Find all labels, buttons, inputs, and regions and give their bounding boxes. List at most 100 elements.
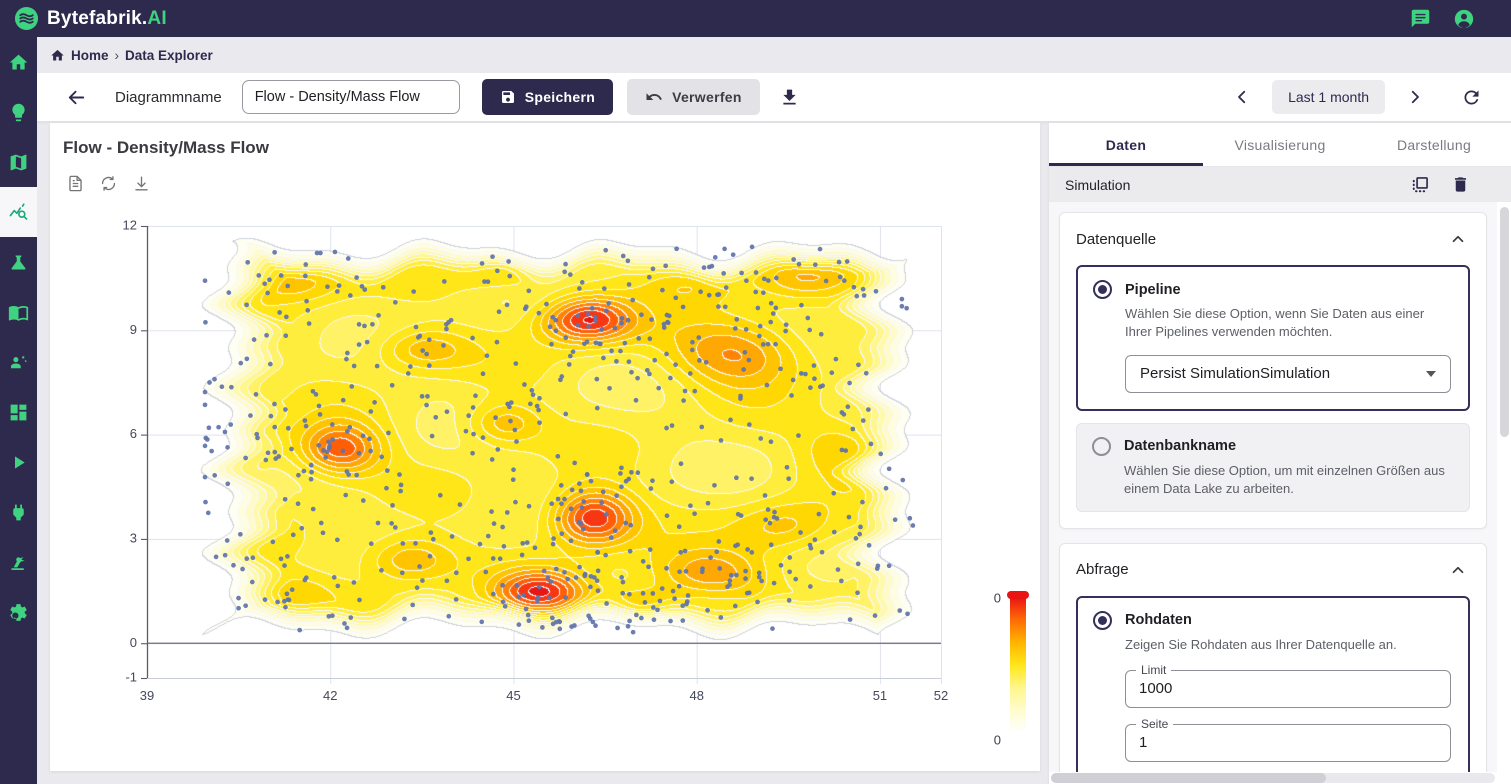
seite-field[interactable]: Seite 1 <box>1125 716 1451 762</box>
time-range-button[interactable]: Last 1 month <box>1272 80 1385 114</box>
sidebar-item-engineering[interactable] <box>0 337 37 387</box>
tab-darstellung[interactable]: Darstellung <box>1396 136 1472 153</box>
chart-title: Flow - Density/Mass Flow <box>63 138 269 157</box>
sidebar-item-lab[interactable] <box>0 237 37 287</box>
simulation-title: Simulation <box>1065 176 1131 193</box>
sidebar-item-home[interactable] <box>0 37 37 87</box>
download-button[interactable] <box>774 81 806 113</box>
brand-logo[interactable]: Bytefabrik.AI <box>14 6 167 31</box>
rohdaten-radio[interactable] <box>1093 610 1112 630</box>
trash-icon <box>1451 175 1470 194</box>
save-button-label: Speichern <box>524 89 596 105</box>
breadcrumb-data-explorer[interactable]: Data Explorer <box>125 47 213 63</box>
option-rohdaten-head[interactable]: Rohdaten <box>1093 610 1453 630</box>
flask-icon <box>8 252 29 273</box>
diagram-name-label: Diagrammname <box>115 88 222 106</box>
home-icon <box>50 48 65 63</box>
discard-button[interactable]: Verwerfen <box>627 79 760 115</box>
abfrage-collapse-button[interactable] <box>1446 558 1470 582</box>
chevron-right-icon <box>1406 88 1424 106</box>
breadcrumb-home[interactable]: Home <box>71 47 109 63</box>
account-icon[interactable] <box>1453 8 1475 30</box>
chart-card: Flow - Density/Mass Flow <box>50 123 1040 771</box>
power-plug-icon <box>8 502 29 523</box>
datenquelle-collapse-button[interactable] <box>1446 227 1470 251</box>
breadcrumb-separator: › <box>114 47 120 63</box>
delete-button[interactable] <box>1449 174 1471 196</box>
main-area: Home › Data Explorer Diagrammname Speich… <box>37 37 1511 784</box>
lightbulb-icon <box>8 102 29 123</box>
duplicate-button[interactable] <box>1409 174 1431 196</box>
dashboard-icon <box>8 402 29 423</box>
chart-download-button[interactable] <box>129 171 153 195</box>
range-next-button[interactable] <box>1399 81 1431 113</box>
rohdaten-description: Zeigen Sie Rohdaten aus Ihrer Datenquell… <box>1125 636 1397 652</box>
option-pipeline: Pipeline Wählen Sie diese Option, wenn S… <box>1076 265 1470 411</box>
tab-visualisierung[interactable]: Visualisierung <box>1234 136 1326 153</box>
diagram-name-input[interactable] <box>241 80 460 114</box>
pipeline-description: Wählen Sie diese Option, wenn Sie Daten … <box>1125 306 1425 339</box>
abfrage-title: Abfrage <box>1076 561 1129 579</box>
chat-icon[interactable] <box>1409 8 1431 30</box>
settings-panel: Daten Visualisierung Darstellung Simulat… <box>1049 123 1511 784</box>
back-button[interactable] <box>61 82 91 112</box>
refresh-button[interactable] <box>1455 81 1487 113</box>
datenbankname-description: Wählen Sie diese Option, um mit einzelne… <box>1124 462 1445 496</box>
save-button[interactable]: Speichern <box>481 79 614 115</box>
undo-icon <box>645 88 663 106</box>
option-rohdaten: Rohdaten Zeigen Sie Rohdaten aus Ihrer D… <box>1076 595 1470 772</box>
chevron-down-icon <box>1426 370 1436 377</box>
option-pipeline-head[interactable]: Pipeline <box>1093 280 1453 299</box>
limit-field[interactable]: Limit 1000 <box>1125 662 1451 708</box>
map-icon <box>8 152 29 173</box>
sidebar-item-connections[interactable] <box>0 487 37 537</box>
datenbankname-radio[interactable] <box>1092 436 1111 456</box>
home-icon <box>8 52 29 73</box>
robot-arm-icon <box>8 552 29 573</box>
duplicate-icon <box>1410 175 1430 195</box>
sidebar-item-map[interactable] <box>0 137 37 187</box>
book-icon <box>8 302 29 323</box>
sidebar <box>0 37 37 784</box>
breadcrumb: Home › Data Explorer <box>37 37 1511 73</box>
sidebar-item-machines[interactable] <box>0 537 37 587</box>
limit-field-value: 1000 <box>1139 680 1173 698</box>
floppy-icon <box>500 89 516 105</box>
chart-sync-button[interactable] <box>96 171 120 195</box>
top-navbar: Bytefabrik.AI <box>0 0 1511 37</box>
download-icon <box>132 174 151 193</box>
option-datenbankname-head[interactable]: Datenbankname <box>1092 436 1454 456</box>
sidebar-item-dashboards[interactable] <box>0 387 37 437</box>
sidebar-item-data-explorer[interactable] <box>0 187 37 237</box>
tab-daten[interactable]: Daten <box>1049 123 1203 166</box>
pipeline-select[interactable]: Persist SimulationSimulation <box>1125 354 1451 393</box>
chevron-left-icon <box>1233 88 1251 106</box>
density-plot-canvas[interactable] <box>50 211 1040 771</box>
panel-vertical-scrollbar[interactable] <box>1500 207 1509 768</box>
datenquelle-title: Datenquelle <box>1076 230 1157 248</box>
sidebar-item-docs[interactable] <box>0 287 37 337</box>
panel-horizontal-scrollbar[interactable] <box>1051 773 1495 783</box>
sync-icon <box>99 174 118 193</box>
refresh-icon <box>1461 87 1482 108</box>
pipeline-radio[interactable] <box>1093 280 1112 299</box>
engineering-icon <box>8 352 29 373</box>
limit-field-label: Limit <box>1136 662 1172 677</box>
toolbar: Diagrammname Speichern Verwerfen Last 1 … <box>37 73 1511 122</box>
rohdaten-label: Rohdaten <box>1125 612 1192 629</box>
discard-button-label: Verwerfen <box>672 89 742 105</box>
brand-waves-icon <box>14 6 39 31</box>
pipeline-label: Pipeline <box>1125 281 1181 298</box>
range-prev-button[interactable] <box>1226 81 1258 113</box>
simulation-header: Simulation <box>1049 167 1511 202</box>
chart-document-button[interactable] <box>63 171 87 195</box>
arrow-left-icon <box>65 86 88 109</box>
brand-name: Bytefabrik.AI <box>47 7 167 29</box>
data-explorer-icon <box>8 202 29 223</box>
sidebar-item-ideas[interactable] <box>0 87 37 137</box>
pipeline-select-value: Persist SimulationSimulation <box>1140 365 1331 383</box>
sidebar-item-run[interactable] <box>0 437 37 487</box>
sidebar-item-settings[interactable] <box>0 587 37 637</box>
option-datenbankname: Datenbankname Wählen Sie diese Option, u… <box>1076 422 1470 512</box>
play-icon <box>8 452 29 473</box>
